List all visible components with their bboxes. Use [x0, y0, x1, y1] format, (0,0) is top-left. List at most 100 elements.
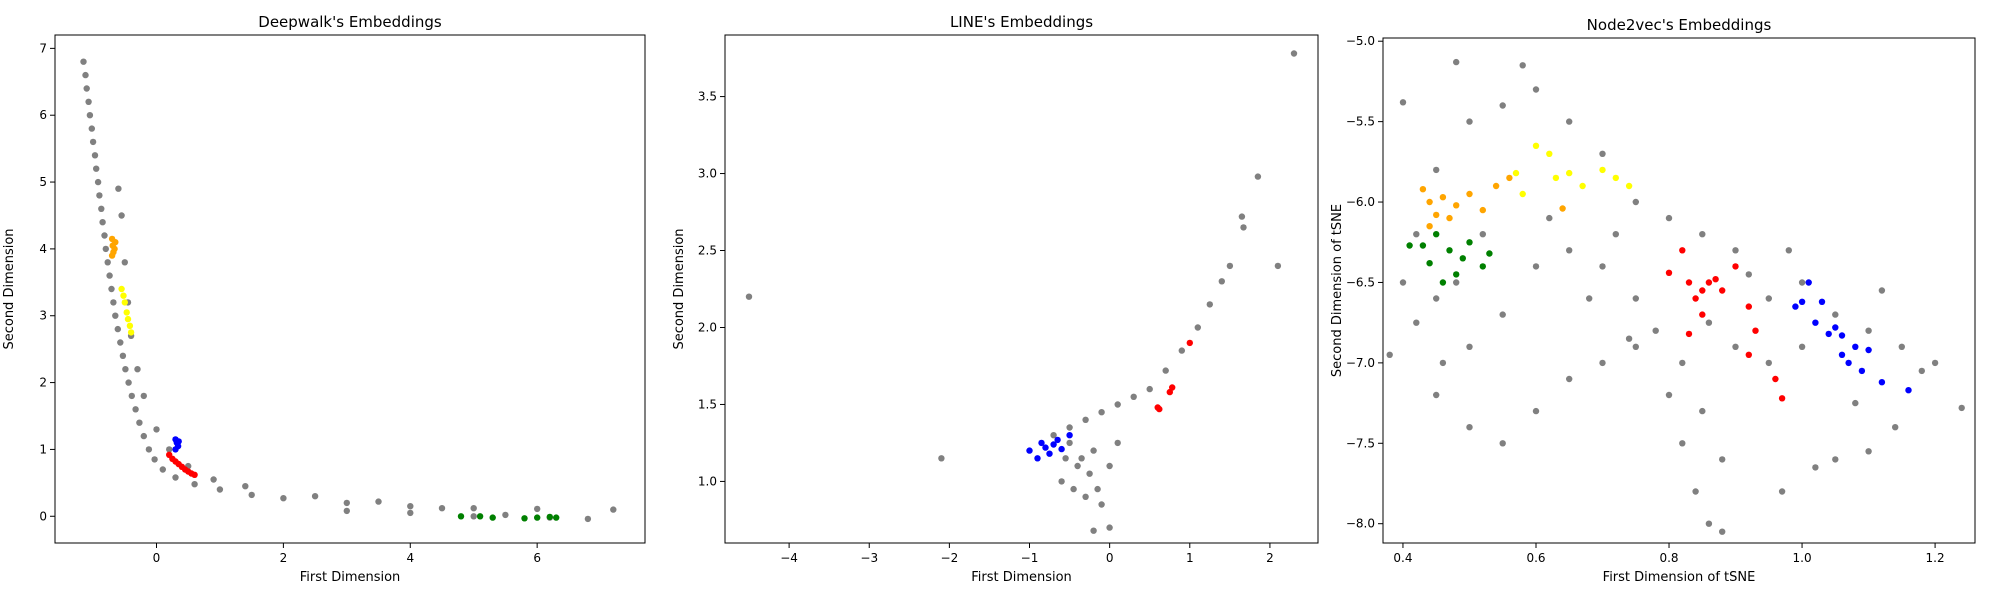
- scatter-point: [311, 493, 319, 500]
- scatter-point: [1406, 242, 1413, 249]
- scatter-point: [1186, 339, 1194, 347]
- scatter-point: [1094, 485, 1101, 493]
- scatter-point: [248, 491, 255, 499]
- y-tick-label: −5.0: [1346, 34, 1375, 48]
- scatter-point: [1499, 440, 1506, 447]
- chart-panel-1: Deepwalk's Embeddings 0 2 4 6 0 1 2 3 4 5 6 7 First D…: [2, 13, 646, 585]
- scatter-point: [1206, 301, 1214, 308]
- scatter-point: [1433, 295, 1440, 302]
- scatter-point: [1852, 399, 1859, 407]
- scatter-point: [1479, 263, 1487, 270]
- scatter-point: [1169, 384, 1176, 391]
- scatter-point: [1466, 343, 1473, 350]
- y-tick-label: −7.5: [1346, 436, 1375, 450]
- scatter-point: [1194, 324, 1202, 331]
- scatter-point: [1732, 263, 1739, 270]
- scatter-point: [1838, 332, 1846, 339]
- y-tick-label: −5.5: [1346, 115, 1375, 129]
- y-tick-label: 0: [39, 509, 47, 523]
- scatter-point: [438, 505, 446, 512]
- scatter-point: [1865, 448, 1872, 455]
- scatter-point: [470, 505, 477, 512]
- scatter-point: [1832, 324, 1839, 331]
- scatter-point: [1082, 493, 1089, 500]
- scatter-points: [745, 50, 1298, 534]
- scatter-point: [1439, 194, 1447, 201]
- scatter-point: [175, 438, 182, 445]
- scatter-point: [1792, 303, 1799, 310]
- x-tick-label: −2: [941, 551, 959, 565]
- x-tick-label: 0.6: [1526, 551, 1545, 565]
- scatter-point: [1652, 327, 1659, 334]
- scatter-point: [1162, 367, 1169, 374]
- scatter-point: [126, 322, 134, 329]
- y-tick-label: 3.0: [698, 167, 717, 181]
- scatter-point: [1114, 401, 1121, 408]
- scatter-point: [1446, 214, 1453, 222]
- scatter-point: [1453, 58, 1460, 66]
- scatter-point: [1433, 391, 1440, 399]
- scatter-point: [1858, 367, 1866, 375]
- scatter-point: [534, 514, 541, 521]
- scatter-point: [145, 446, 153, 453]
- scatter-point: [1838, 351, 1846, 358]
- scatter-point: [1852, 343, 1859, 350]
- plot-frame: [54, 34, 646, 544]
- x-tick-label: 6: [533, 551, 541, 565]
- scatter-point: [1114, 439, 1121, 447]
- scatter-point: [476, 513, 484, 520]
- scatter-point: [1679, 440, 1686, 447]
- plot-frame: [724, 34, 1319, 544]
- scatter-point: [120, 292, 127, 299]
- scatter-point: [1719, 456, 1726, 463]
- scatter-point: [1090, 527, 1097, 534]
- y-tick-label: 4: [39, 242, 47, 256]
- y-tick-label: −7.0: [1346, 356, 1375, 370]
- scatter-point: [1086, 470, 1093, 477]
- scatter-point: [584, 515, 592, 523]
- x-tick-label: 0: [1106, 551, 1114, 565]
- scatter-point: [1798, 298, 1806, 305]
- y-tick-label: 2.0: [698, 320, 717, 334]
- scatter-point: [93, 165, 100, 172]
- scatter-point: [1719, 528, 1726, 535]
- scatter-point: [1439, 359, 1447, 367]
- scatter-point: [1898, 343, 1906, 350]
- scatter-point: [1466, 239, 1473, 246]
- x-tick-label: 2: [1266, 551, 1274, 565]
- y-tick-label: 5: [39, 175, 47, 189]
- scatter-point: [1812, 319, 1819, 326]
- scatter-point: [1765, 295, 1773, 302]
- scatter-point: [1632, 198, 1640, 206]
- scatter-point: [1745, 303, 1753, 310]
- scatter-point: [1042, 444, 1049, 451]
- scatter-point: [1599, 166, 1606, 174]
- scatter-point: [118, 212, 125, 219]
- scatter-point: [128, 392, 135, 400]
- scatter-point: [1433, 211, 1440, 219]
- scatter-point: [1479, 231, 1487, 238]
- scatter-point: [115, 185, 122, 192]
- scatter-point: [1046, 450, 1053, 457]
- scatter-point: [1466, 118, 1473, 125]
- x-tick-label: −3: [860, 551, 878, 565]
- scatter-point: [1832, 456, 1839, 463]
- scatter-point: [1038, 439, 1045, 447]
- x-tick-label: 0.8: [1659, 551, 1678, 565]
- scatter-point: [1399, 279, 1407, 286]
- scatter-point: [1492, 182, 1500, 190]
- scatter-point: [1752, 327, 1759, 334]
- scatter-point: [1532, 407, 1540, 415]
- scatter-point: [1499, 102, 1506, 109]
- scatter-point: [140, 392, 147, 400]
- scatter-point: [94, 178, 102, 186]
- scatter-point: [1426, 223, 1433, 230]
- scatter-point: [1426, 260, 1433, 267]
- y-tick-label: 1: [39, 442, 47, 456]
- scatter-point: [118, 285, 125, 293]
- scatter-point: [1705, 520, 1713, 527]
- scatter-point: [1226, 262, 1234, 270]
- scatter-point: [96, 192, 103, 199]
- x-tick-label: 1.2: [1926, 551, 1945, 565]
